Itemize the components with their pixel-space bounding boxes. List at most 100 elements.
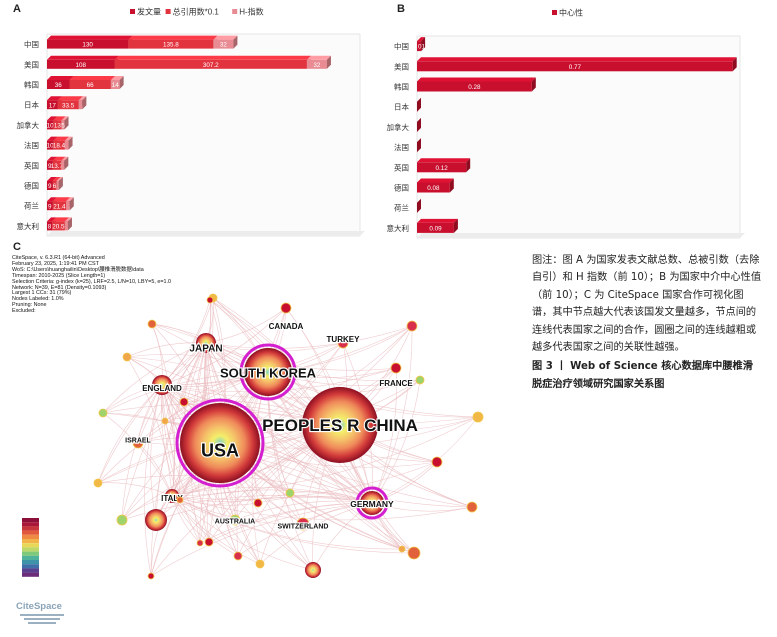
citespace-logo: CiteSpace [16, 601, 64, 624]
node-n3 [147, 319, 157, 329]
bar-a-3-0-front [47, 100, 58, 110]
panel-c-letter: C [13, 241, 21, 253]
bar-b-7 [417, 178, 454, 193]
bar-b-8 [417, 198, 421, 213]
bar-b-0-top [417, 37, 426, 42]
node-label-halo-france: FRANCE [379, 379, 413, 388]
edge [161, 307, 287, 386]
bar-b-7-side [449, 178, 454, 193]
bar-a-3-2 [78, 96, 87, 110]
bar-b-9-side [453, 218, 458, 233]
bar-a-1-0-front [47, 59, 115, 69]
value-label-b-6: 0.12 [435, 165, 448, 172]
bar-a-5-1-front [53, 140, 65, 150]
legend-band [22, 572, 39, 577]
node-ring-usa [175, 398, 265, 488]
value-label-b-0: 01 [418, 44, 426, 51]
value-label-a-7-1: 6 [53, 183, 57, 190]
bar-a-5-0-top [47, 136, 58, 141]
node-label-australia: AUSTRALIA [215, 518, 255, 525]
value-label-a-6-0: 9 [48, 163, 52, 170]
category-label-a-7: 德国 [24, 181, 39, 191]
edge [161, 384, 373, 504]
node-n24 [176, 496, 184, 504]
metadata-line: CiteSpace, v. 6.3.R1 (64-bit) Advanced [12, 255, 105, 261]
node-n15 [255, 559, 265, 569]
floor-a [47, 231, 365, 236]
bar-a-4-1-top [53, 116, 66, 121]
node-n16 [305, 562, 321, 578]
edge [171, 495, 403, 550]
edge [126, 356, 173, 497]
node-circle-n26 [415, 375, 425, 385]
bar-a-2-2-side [119, 76, 124, 89]
edge [97, 342, 207, 484]
node-circle-n16 [305, 562, 321, 578]
legend-label-a-2: H-指数 [239, 7, 263, 17]
bar-b-7-front [417, 182, 450, 193]
bar-a-8-2-side [69, 197, 74, 211]
edge [161, 379, 421, 399]
bar-b-8-side [417, 198, 421, 213]
bar-b-2-front [417, 81, 532, 92]
metadata-line: Excluded: [12, 308, 36, 315]
bar-b-4 [417, 117, 421, 132]
category-label-b-1: 美国 [394, 61, 409, 71]
bar-a-8-1-front [52, 201, 67, 211]
edge [150, 384, 163, 521]
bar-a-7-2-side [58, 177, 63, 190]
node-label-halo-italy: ITALY [161, 494, 183, 503]
value-label-a-6-1: 13.7 [51, 163, 64, 170]
metadata-line: WoS: C:\Users\huanghailin\Desktop\腰椎滑脱数据… [12, 266, 144, 273]
value-label-a-8-1: 21.4 [53, 203, 66, 210]
node-circle-france [390, 362, 402, 374]
metadata-line: Timespan: 2010-2025 (Slice Length=1) [12, 272, 106, 279]
edge [179, 489, 373, 504]
bar-a-8-0-front [47, 201, 53, 211]
panel-a-letter: A [13, 3, 21, 15]
bar-a-3-1-front [57, 100, 79, 110]
edge [150, 502, 373, 577]
legend-band [22, 526, 39, 531]
bar-a-7-2-front [56, 181, 59, 190]
bar-b-2-top [417, 77, 536, 82]
bar-b-5-side [417, 138, 421, 153]
category-label-b-0: 中国 [394, 41, 409, 51]
bar-a-2-1-top [69, 76, 115, 80]
bar-a-1-2-front [306, 59, 327, 69]
bar-a-5-2 [64, 136, 73, 150]
category-label-a-2: 韩国 [24, 80, 39, 90]
legend-label-b: 中心性 [559, 8, 583, 18]
metadata-line: Pruning: None [12, 302, 47, 309]
category-label-a-3: 日本 [24, 100, 39, 110]
node-circle-n10 [466, 501, 478, 513]
figure-title: 图 3 丨 Web of Science 核心数据库中腰椎滑脱症治疗领域研究国家… [532, 361, 753, 390]
edge [171, 379, 421, 497]
bar-a-0-2 [213, 35, 238, 49]
value-label-a-5-1: 18.4 [53, 143, 66, 150]
bar-a-8-2-front [66, 201, 70, 211]
node-n22 [93, 478, 103, 488]
node-n18 [398, 545, 406, 553]
bar-b-0-front [417, 41, 422, 52]
bar-a-5-2-side [68, 136, 73, 150]
node-label-germany: GERMANY [350, 499, 394, 509]
bar-a-8-0-top [47, 197, 57, 202]
bar-a-2-2-top [110, 76, 124, 80]
bar-b-9-front [417, 222, 454, 233]
bar-b-1-side [732, 57, 737, 72]
bar-a-6-0-top [47, 156, 57, 161]
node-n2 [206, 296, 214, 304]
category-label-b-8: 荷兰 [394, 203, 409, 213]
node-label-halo-england: ENGLAND [142, 384, 182, 393]
bar-a-6-2-side [64, 156, 69, 170]
node-circle-n12 [116, 514, 128, 526]
bar-a-3-2-side [82, 96, 87, 110]
bar-b-6-top [417, 158, 471, 163]
legend-swatch-b [552, 10, 557, 15]
node-circle-n13 [204, 537, 214, 547]
node-circle-usa [180, 403, 260, 483]
